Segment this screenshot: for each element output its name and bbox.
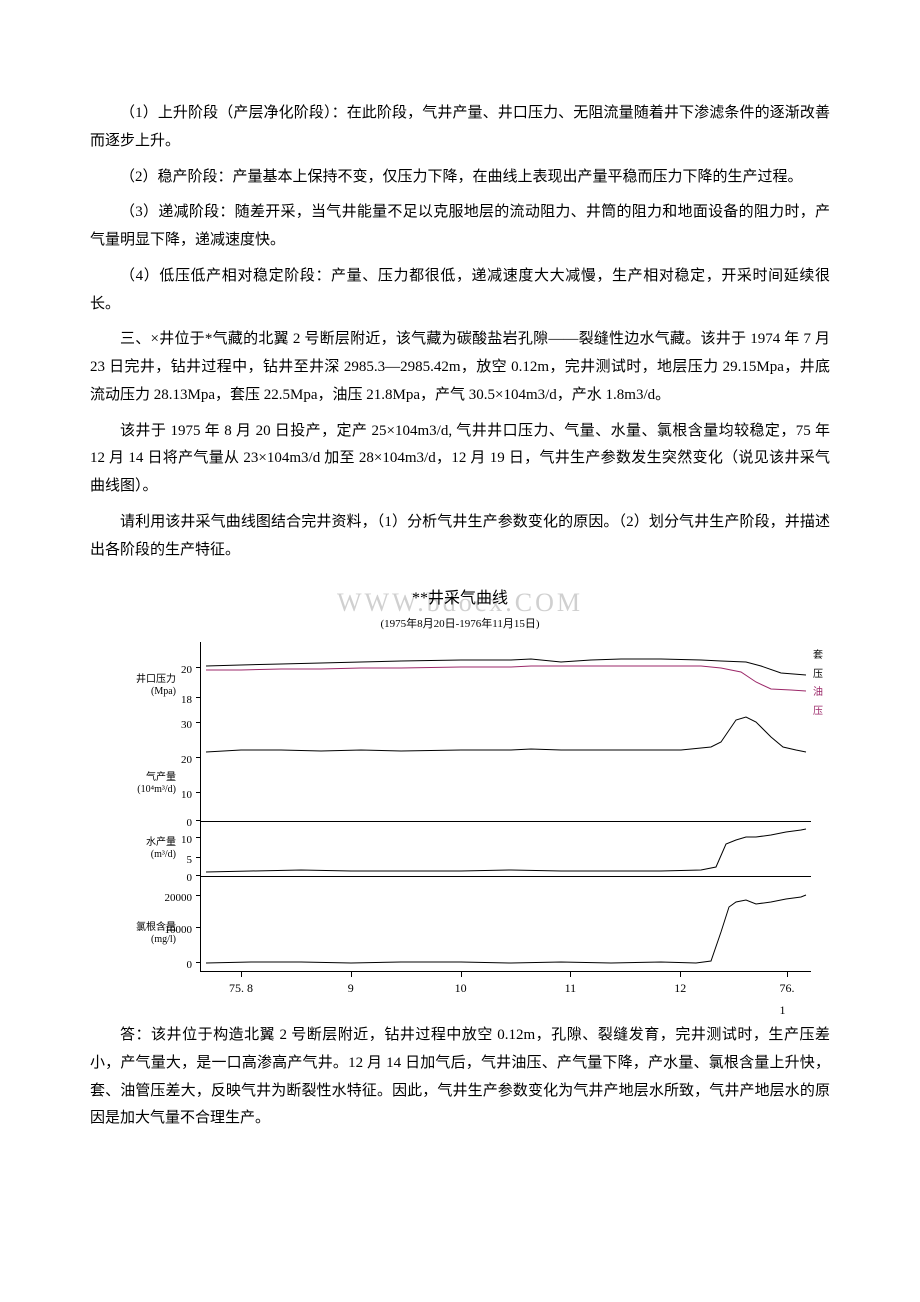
data-series-line [206, 666, 806, 691]
y-tick-label: 20000 [165, 888, 193, 908]
x-tick-label: 9 [348, 977, 354, 999]
chart-title: **井采气曲线 [90, 584, 830, 614]
y-axis-label: 井口压力(Mpa) [116, 674, 176, 698]
y-tick-label: 10000 [165, 920, 193, 940]
chart-panel-1: 气产量(10⁴m³/d)3020100 [200, 712, 810, 822]
y-tick-label: 10 [181, 830, 192, 850]
paragraph-4: （4）低压低产相对稳定阶段：产量、压力都很低，递减速度大大减慢，生产相对稳定，开… [90, 263, 830, 319]
x-tick-label: 10 [455, 977, 467, 999]
answer-paragraph: 答：该井位于构造北翼 2 号断层附近，钻井过程中放空 0.12m，孔隙、裂缝发育… [90, 1022, 830, 1133]
data-series-line [206, 717, 806, 752]
paragraph-1: （1）上升阶段（产层净化阶段）：在此阶段，气井产量、井口压力、无阻流量随着井下渗… [90, 100, 830, 156]
series-label: 套压 [813, 647, 823, 684]
paragraph-7: 请利用该井采气曲线图结合完井资料，（1）分析气井生产参数变化的原因。（2）划分气… [90, 509, 830, 565]
y-tick-label: 18 [181, 690, 192, 710]
x-tick-label: 12 [674, 977, 686, 999]
y-tick-label: 10 [181, 785, 192, 805]
x-tick-label: 11 [565, 977, 577, 999]
chart-panel-stack: 井口压力(Mpa)2018套压油压气产量(10⁴m³/d)3020100水产量(… [110, 642, 810, 972]
x-tick-label: 76. 1 [779, 977, 794, 1021]
y-tick-label: 20 [181, 750, 192, 770]
chart-panel-2: 水产量(m³/d)1050 [200, 822, 810, 877]
x-tick-label: 75. 8 [229, 977, 253, 999]
data-series-line [206, 829, 806, 872]
gas-well-chart: WWW.bdocx.COM **井采气曲线 (1975年8月20日-1976年1… [90, 584, 830, 1002]
y-tick-label: 0 [187, 868, 193, 888]
y-tick-label: 0 [187, 955, 193, 975]
chart-subtitle: (1975年8月20日-1976年11月15日) [90, 614, 830, 634]
y-tick-label: 20 [181, 660, 192, 680]
series-label: 油压 [813, 684, 823, 721]
data-series-line [206, 895, 806, 963]
paragraph-6: 该井于 1975 年 8 月 20 日投产，定产 25×104m3/d, 气井井… [90, 418, 830, 501]
y-axis-label: 气产量(10⁴m³/d) [116, 772, 176, 796]
paragraph-2: （2）稳产阶段：产量基本上保持不变，仅压力下降，在曲线上表现出产量平稳而压力下降… [90, 164, 830, 192]
chart-panel-3: 氯根含量(mg/l)20000100000 [200, 877, 810, 972]
chart-panel-0: 井口压力(Mpa)2018套压油压 [200, 642, 810, 712]
chart-x-axis: 75. 8910111276. 1 [180, 972, 790, 1002]
paragraph-3: （3）递减阶段：随差开采，当气井能量不足以克服地层的流动阻力、井筒的阻力和地面设… [90, 199, 830, 255]
paragraph-5: 三、×井位于*气藏的北翼 2 号断层附近，该气藏为碳酸盐岩孔隙——裂缝性边水气藏… [90, 326, 830, 409]
y-axis-label: 水产量(m³/d) [116, 837, 176, 861]
y-tick-label: 30 [181, 715, 192, 735]
